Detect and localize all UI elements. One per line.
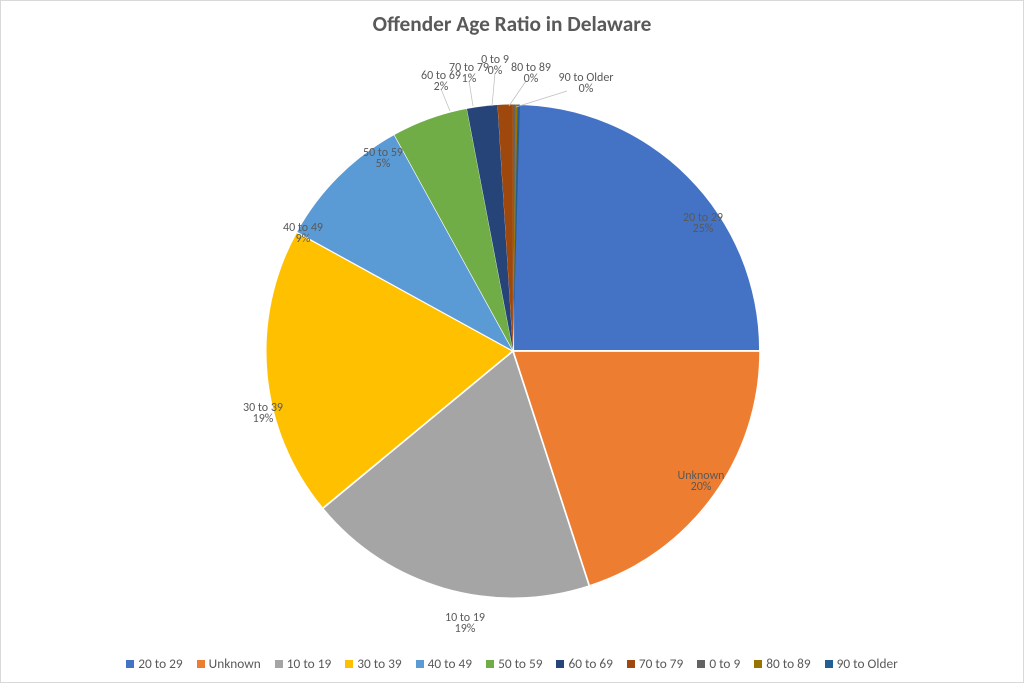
legend-swatch	[275, 660, 283, 668]
slice-label-percent: 2%	[434, 80, 449, 94]
legend-item: 10 to 19	[275, 655, 331, 672]
chart-container: Offender Age Ratio in Delaware 20 to 292…	[0, 0, 1024, 683]
legend-item: 90 to Older	[825, 655, 898, 672]
legend-swatch	[697, 660, 705, 668]
legend-item: 40 to 49	[416, 655, 472, 672]
legend-item: 50 to 59	[486, 655, 542, 672]
pie-slice	[514, 105, 759, 350]
slice-label-percent: 9%	[296, 232, 311, 246]
slice-label-percent: 25%	[693, 222, 714, 236]
legend-label: 90 to Older	[837, 655, 898, 672]
legend-label: 70 to 79	[639, 655, 683, 672]
slice-label-percent: 1%	[462, 72, 477, 86]
slice-label-percent: 19%	[455, 622, 476, 636]
legend-label: 10 to 19	[287, 655, 331, 672]
legend-label: 30 to 39	[357, 655, 401, 672]
legend-swatch	[416, 660, 424, 668]
legend-item: 60 to 69	[556, 655, 612, 672]
legend-label: 60 to 69	[568, 655, 612, 672]
slice-label-percent: 5%	[376, 157, 391, 171]
legend-swatch	[126, 660, 134, 668]
chart-legend: 20 to 29 Unknown 10 to 19 30 to 39 40 to 49 5…	[1, 655, 1023, 672]
legend-item: 80 to 89	[754, 655, 810, 672]
legend-swatch	[197, 660, 205, 668]
legend-swatch	[754, 660, 762, 668]
slice-label-percent: 0%	[579, 82, 594, 96]
legend-label: 20 to 29	[138, 655, 182, 672]
legend-swatch	[627, 660, 635, 668]
slice-label-percent: 20%	[691, 480, 712, 494]
legend-item: 30 to 39	[345, 655, 401, 672]
legend-swatch	[486, 660, 494, 668]
legend-label: 50 to 59	[498, 655, 542, 672]
slice-label-percent: 0%	[524, 72, 539, 86]
legend-swatch	[345, 660, 353, 668]
legend-swatch	[825, 660, 833, 668]
legend-swatch	[556, 660, 564, 668]
chart-title: Offender Age Ratio in Delaware	[1, 11, 1023, 37]
legend-label: 40 to 49	[428, 655, 472, 672]
legend-item: 0 to 9	[697, 655, 740, 672]
legend-label: 0 to 9	[709, 655, 740, 672]
legend-label: 80 to 89	[766, 655, 810, 672]
slice-label-percent: 0%	[488, 64, 503, 78]
slice-label-percent: 19%	[253, 412, 274, 426]
leader-line	[516, 91, 567, 107]
pie-chart-svg: 20 to 2925%Unknown20%10 to 1919%30 to 39…	[1, 51, 1024, 651]
legend-item: Unknown	[197, 655, 261, 672]
legend-item: 20 to 29	[126, 655, 182, 672]
legend-item: 70 to 79	[627, 655, 683, 672]
legend-label: Unknown	[209, 655, 261, 672]
